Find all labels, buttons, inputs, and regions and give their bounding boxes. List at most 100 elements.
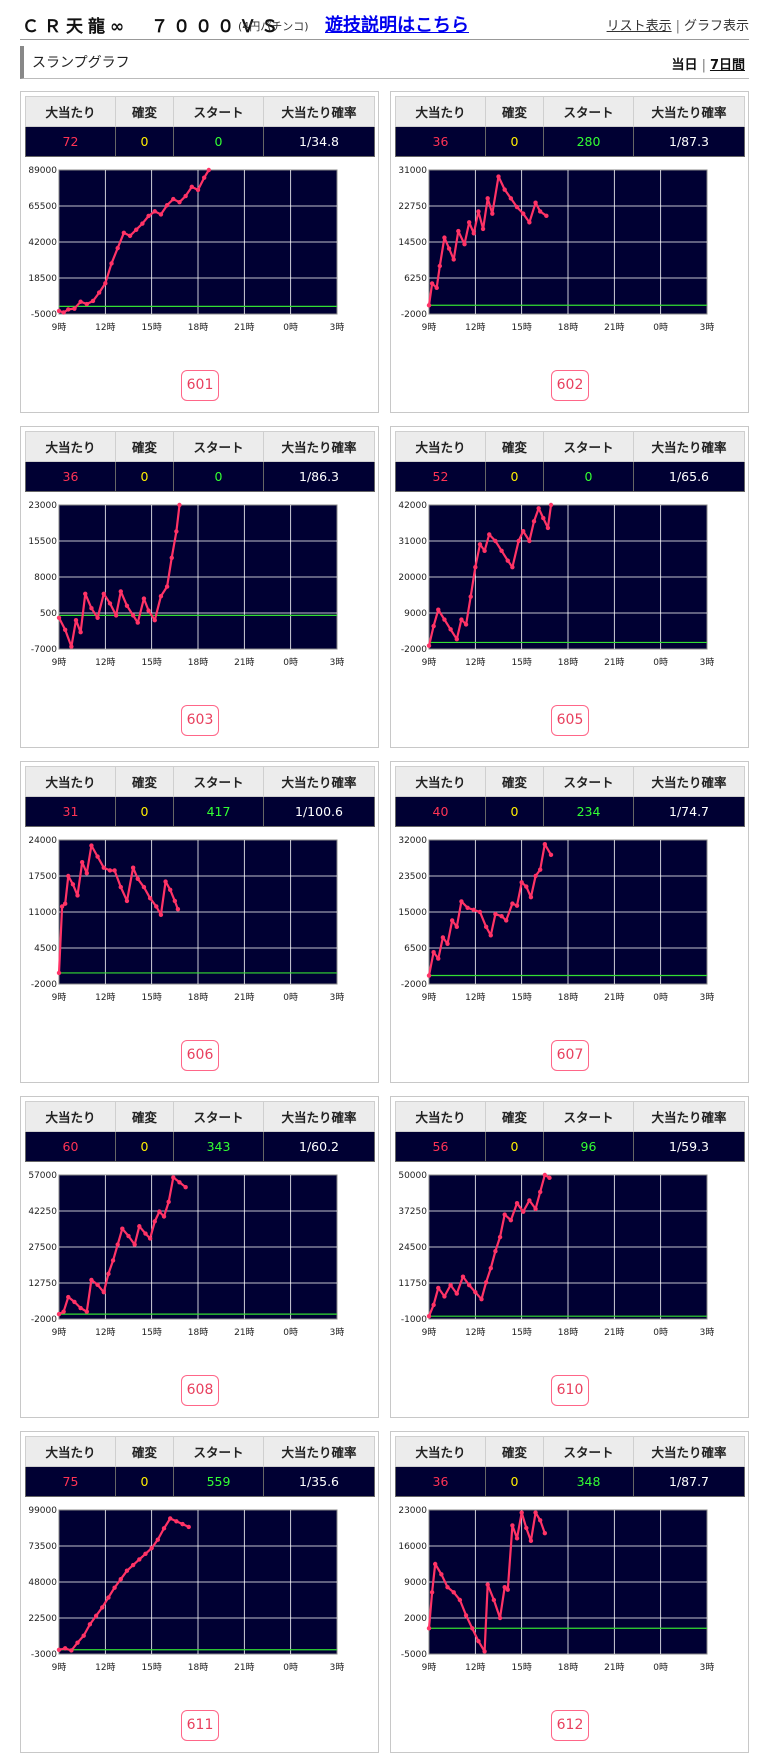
data-point [95, 615, 100, 620]
data-point [542, 1530, 548, 1536]
data-point [124, 1568, 130, 1573]
x-tick-label: 9時 [52, 1662, 67, 1673]
machine-number-button[interactable]: 602 [551, 370, 589, 401]
data-point [62, 627, 68, 632]
x-tick-label: 21時 [234, 1327, 254, 1338]
y-tick-label: 15000 [398, 908, 427, 918]
x-tick-label: 3時 [700, 992, 715, 1003]
machine-number-button[interactable]: 608 [181, 1375, 219, 1406]
data-point [451, 1590, 456, 1595]
data-point [135, 620, 140, 625]
stats-header-cell: 大当たり確率 [263, 431, 375, 462]
stats-header-cell: 大当たり [25, 431, 116, 462]
y-tick-label: 12750 [28, 1279, 57, 1289]
data-point [516, 538, 521, 544]
data-point [101, 1289, 106, 1295]
data-point [171, 1175, 176, 1180]
data-point [106, 1595, 111, 1600]
data-point [106, 1271, 111, 1277]
kakuhen-count: 0 [485, 126, 544, 157]
data-point [130, 613, 136, 618]
data-point [121, 230, 127, 236]
y-tick-label: 18500 [28, 274, 57, 284]
data-point [135, 876, 140, 881]
stats-header-cell: 確変 [485, 1101, 544, 1132]
x-tick-label: 21時 [234, 1662, 254, 1673]
y-tick-label: 99000 [28, 1506, 57, 1516]
data-point [528, 1538, 534, 1544]
x-tick-label: 18時 [188, 1662, 208, 1673]
data-point [158, 594, 164, 599]
x-tick-label: 12時 [465, 657, 485, 668]
data-point [449, 918, 455, 923]
y-tick-label: 42000 [398, 501, 427, 511]
y-tick-label: -1000 [401, 1315, 427, 1325]
kakuhen-count: 0 [485, 1131, 544, 1162]
data-point [73, 618, 79, 623]
data-point [514, 1201, 520, 1206]
hit-probability: 1/60.2 [263, 1131, 375, 1162]
x-tick-label: 0時 [653, 1327, 668, 1338]
data-point [100, 1605, 105, 1610]
stats-header-cell: スタート [543, 1436, 634, 1467]
machine-number-button[interactable]: 610 [551, 1375, 589, 1406]
machine-number-button[interactable]: 601 [181, 370, 219, 401]
machine-number-button[interactable]: 611 [181, 1710, 219, 1741]
stats-header-cell: 確変 [115, 1436, 174, 1467]
data-point [201, 175, 207, 180]
big-hit-count: 56 [395, 1131, 486, 1162]
y-tick-label: 23000 [28, 501, 57, 511]
data-point [496, 174, 501, 179]
data-point [476, 1638, 481, 1644]
stats-table: 大当たり 確変 スタート 大当たり確率 56 0 96 1/59.3 [395, 1101, 745, 1162]
x-tick-label: 21時 [604, 657, 624, 668]
machine-number-button[interactable]: 606 [181, 1040, 219, 1071]
data-point [163, 879, 168, 884]
data-point [536, 506, 541, 511]
y-tick-label: 22500 [28, 1614, 57, 1624]
machine-number-button[interactable]: 605 [551, 705, 589, 736]
data-point [462, 241, 467, 247]
stats-header-cell: 大当たり [395, 766, 486, 797]
data-point [110, 1258, 116, 1263]
data-point [177, 502, 182, 508]
data-point [521, 211, 526, 216]
data-point [152, 618, 157, 623]
data-point [533, 873, 538, 879]
stats-header-cell: 大当たり [25, 96, 116, 127]
y-tick-label: 31000 [398, 537, 427, 547]
stats-table: 大当たり 確変 スタート 大当たり確率 75 0 559 1/35.6 [25, 1436, 375, 1497]
y-tick-label: 42250 [28, 1207, 57, 1217]
x-tick-label: 18時 [558, 322, 578, 333]
y-tick-label: -5000 [401, 1650, 427, 1660]
data-point [442, 617, 447, 622]
machine-number-button[interactable]: 603 [181, 705, 219, 736]
stats-table: 大当たり 確変 スタート 大当たり確率 31 0 417 1/100.6 [25, 766, 375, 827]
x-tick-label: 21時 [604, 1327, 624, 1338]
data-point [206, 167, 212, 173]
start-count: 559 [173, 1466, 264, 1497]
view-switcher: リスト表示 | グラフ表示 [607, 15, 749, 34]
data-point [109, 261, 114, 266]
machine-number-button[interactable]: 612 [551, 1710, 589, 1741]
stats-header-cell: 大当たり確率 [263, 96, 375, 127]
guide-link[interactable]: 遊技説明はこちら [325, 15, 469, 36]
seven-days-link[interactable]: 7日間 [709, 58, 745, 73]
data-point [527, 220, 532, 225]
y-tick-label: 73500 [28, 1542, 57, 1552]
data-point [454, 1291, 459, 1296]
x-tick-label: 21時 [234, 657, 254, 668]
data-point [457, 1597, 463, 1603]
stats-header-cell: スタート [543, 96, 634, 127]
data-point [473, 1289, 478, 1295]
list-view-link[interactable]: リスト表示 [606, 19, 672, 34]
data-point [482, 548, 487, 554]
x-tick-label: 18時 [188, 657, 208, 668]
x-tick-label: 15時 [141, 1662, 161, 1673]
data-point [81, 1633, 86, 1638]
y-tick-label: 22750 [398, 202, 427, 212]
separator: | [675, 19, 680, 34]
start-count: 96 [543, 1131, 634, 1162]
y-tick-label: -2000 [31, 980, 57, 990]
machine-number-button[interactable]: 607 [551, 1040, 589, 1071]
